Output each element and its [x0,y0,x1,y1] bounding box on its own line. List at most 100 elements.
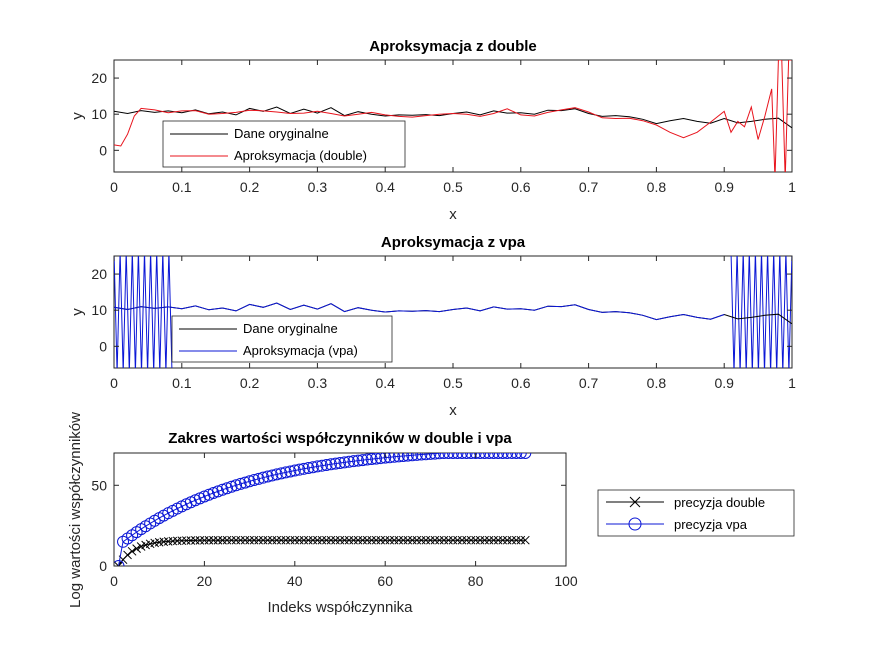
x-tick-label: 40 [287,573,303,589]
marker-x [371,535,381,545]
marker-x [407,535,417,545]
marker-o [302,461,315,474]
x-tick-label: 0.9 [714,179,734,195]
marker-x [304,535,313,545]
x-tick-label: 0.4 [375,179,395,195]
marker-x [344,535,354,545]
tick-group: 0 20 40 60 80 100 0 50 [91,453,578,589]
marker-o [379,453,392,464]
x-tick-label: 0.2 [240,179,260,195]
marker-x [308,535,318,545]
y-tick-label: 20 [91,70,107,86]
marker-x [285,535,295,545]
legend-label-vpa: precyzja vpa [674,517,748,532]
marker-o [252,472,265,485]
marker-o [510,453,523,459]
marker-x [195,535,205,545]
x-tick-label: 1 [788,179,796,195]
x-tick-label: 1 [788,375,796,391]
marker-o [474,453,487,459]
marker-o [315,459,328,472]
y-axis-label: y [69,112,86,120]
marker-o [456,453,469,459]
x-tick-label: 0.5 [443,179,463,195]
marker-o [239,476,252,489]
vpa-oscillation-region-1 [730,256,792,368]
marker-o [279,466,292,479]
x-tick-label: 0.3 [308,179,328,195]
marker-x [272,535,282,545]
marker-o [306,461,319,474]
marker-x [353,535,363,545]
marker-x [127,546,137,556]
marker-o [347,455,360,468]
marker-o [447,453,459,459]
marker-x [132,544,141,553]
marker-o [284,465,297,478]
x-tick-label: 0.4 [375,375,395,391]
x-axis-label: Indeks współczynnika [267,599,413,616]
marker-x [200,535,209,545]
marker-o [338,456,351,469]
marker-o [117,535,130,548]
marker-o [221,482,233,495]
x-tick-label: 80 [468,573,484,589]
plot-area [113,452,567,567]
marker-o [297,462,310,475]
marker-x [466,535,476,545]
marker-x [462,535,471,545]
x-tick-label: 20 [197,573,213,589]
marker-x [471,535,480,545]
marker-x [453,535,462,545]
marker-o [451,453,464,459]
marker-o [352,454,365,467]
marker-o [361,453,374,466]
x-tick-label: 0 [110,375,118,391]
marker-x [493,535,503,545]
marker-x [426,535,435,545]
x-tick-label: 0.5 [443,375,463,391]
marker-x [294,535,304,545]
marker-x [394,535,404,545]
marker-x [380,535,390,545]
series-group [114,256,792,368]
marker-x [430,535,440,545]
y-tick-label: 0 [99,558,107,574]
marker-x [489,535,499,545]
marker-o [487,453,500,459]
marker-o [243,475,256,488]
legend-label-original: Dane oryginalne [243,321,338,336]
marker-x [498,535,508,545]
x-tick-label: 0 [110,573,118,589]
marker-o [401,453,414,462]
x-tick-label: 100 [554,573,578,589]
marker-x [335,535,345,545]
legend-label-vpa: Aproksymacja (vpa) [243,343,358,358]
marker-o [428,453,441,460]
marker-x [276,535,286,545]
x-tick-label: 0.2 [240,375,260,391]
marker-x [480,535,489,545]
x-tick-label: 0.6 [511,375,531,391]
legend: precyzja double precyzja vpa [597,489,795,537]
subplot-coefficients: Zakres wartości współczynników w double … [67,412,795,616]
marker-x [457,535,467,545]
marker-x [281,535,291,545]
marker-x [448,535,458,545]
legend: Dane oryginalne Aproksymacja (vpa) [171,315,393,363]
y-tick-label: 10 [91,106,107,122]
y-tick-label: 0 [99,338,107,354]
marker-x [222,535,232,545]
marker-o [383,453,396,464]
marker-x [358,535,367,545]
marker-x [367,535,376,545]
marker-o [334,456,346,469]
marker-x [376,535,386,545]
marker-o [433,453,446,460]
marker-x [389,535,399,545]
marker-o [320,458,333,471]
marker-x [520,535,530,545]
marker-x [444,535,453,545]
marker-o [374,453,387,465]
chart-title: Aproksymacja z vpa [381,234,526,251]
